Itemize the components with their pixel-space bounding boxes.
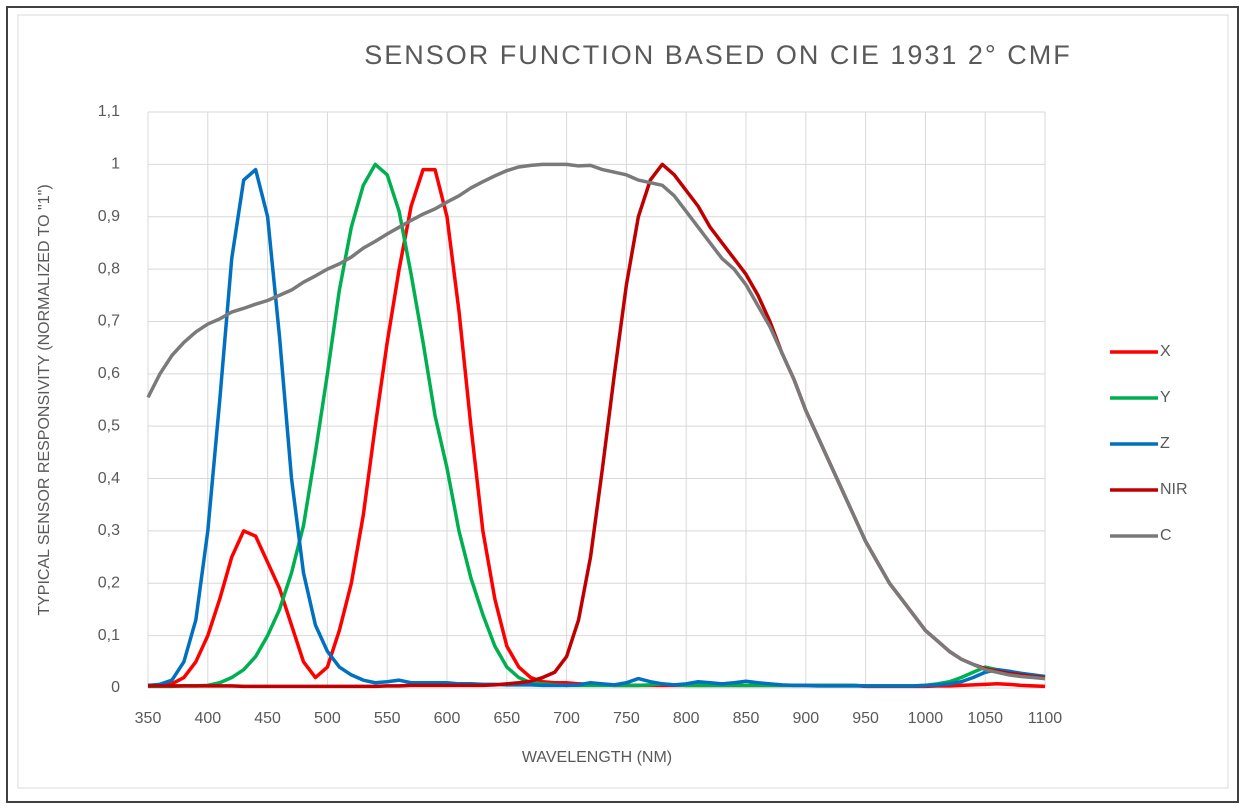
y-tick-label: 1: [111, 156, 120, 173]
legend-label: C: [1160, 527, 1172, 544]
chart-title: SENSOR FUNCTION BASED ON CIE 1931 2° CMF: [364, 40, 1071, 70]
x-tick-label: 550: [374, 710, 401, 727]
y-tick-label: 1,1: [98, 103, 120, 120]
y-tick-label: 0,4: [98, 470, 120, 487]
y-tick-label: 0,8: [98, 260, 120, 277]
x-tick-label: 750: [613, 710, 640, 727]
x-tick-label: 1100: [1028, 710, 1063, 727]
series-line: [147, 167, 1046, 688]
legend-label: NIR: [1160, 481, 1188, 498]
x-tick-label: 650: [493, 710, 520, 727]
y-tick-label: 0,7: [98, 313, 120, 330]
frame: [6, 6, 1239, 803]
y-tick-label: 0,6: [98, 365, 120, 382]
x-tick-label: 500: [314, 710, 341, 727]
x-tick-label: 850: [733, 710, 760, 727]
x-tick-label: 350: [135, 710, 162, 727]
legend-label: X: [1160, 343, 1171, 360]
y-tick-label: 0,9: [98, 208, 120, 225]
y-tick-label: 0,3: [98, 522, 120, 539]
x-tick-label: 400: [194, 710, 221, 727]
y-tick-label: 0: [111, 679, 120, 696]
x-tick-label: 1000: [908, 710, 944, 727]
x-tick-label: 950: [852, 710, 879, 727]
x-tick-label: 700: [553, 710, 580, 727]
x-axis-label: WAVELENGTH (NM): [522, 749, 672, 766]
series-line: [146, 162, 1046, 681]
x-tick-label: 600: [434, 710, 461, 727]
y-tick-label: 0,5: [98, 417, 120, 434]
chart-border: [17, 14, 1229, 789]
legend-label: Z: [1160, 435, 1170, 452]
y-axis-label: TYPICAL SENSOR RESPONSIVITY (NORMALIZED …: [36, 184, 53, 615]
x-tick-label: 450: [254, 710, 281, 727]
x-tick-label: 900: [792, 710, 819, 727]
y-tick-label: 0,1: [98, 627, 120, 644]
x-tick-label: 800: [673, 710, 700, 727]
x-tick-label: 1050: [967, 710, 1003, 727]
legend-label: Y: [1160, 389, 1171, 406]
y-tick-label: 0,2: [98, 574, 120, 591]
